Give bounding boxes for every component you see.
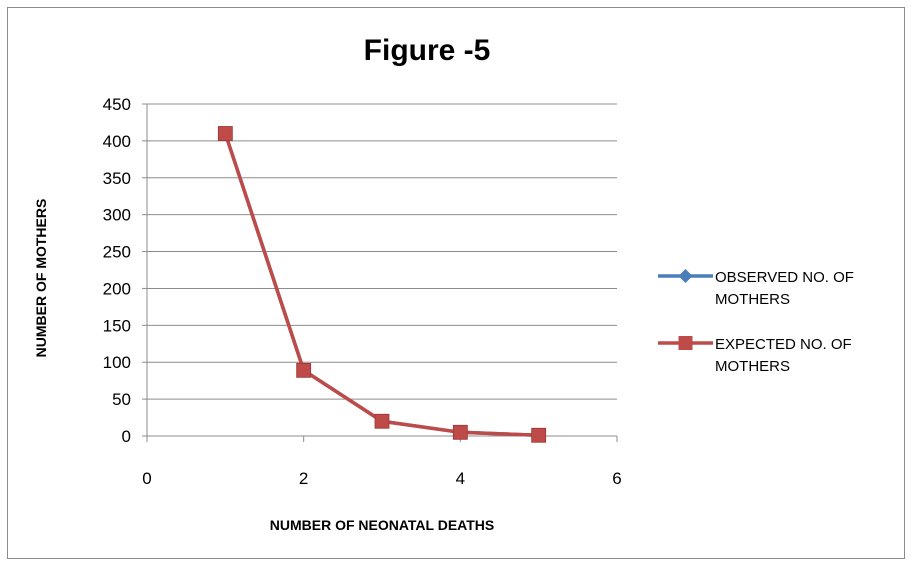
gridlines: [147, 103, 617, 400]
legend-label: OBSERVED NO. OF: [715, 269, 854, 286]
legend-label: MOTHERS: [715, 291, 790, 308]
y-tick-label: 100: [103, 353, 131, 372]
legend-item: OBSERVED NO. OF MOTHERS: [658, 269, 854, 308]
y-axis-title: NUMBER OF MOTHERS: [33, 199, 49, 358]
y-tick-label: 300: [103, 206, 131, 225]
y-tick-label: 50: [112, 390, 131, 409]
chart-title: Figure -5: [364, 34, 491, 67]
x-tick-label: 2: [299, 469, 308, 488]
y-tick-label: 150: [103, 316, 131, 335]
series-line: [223, 132, 539, 438]
y-tick-label: 200: [103, 279, 131, 298]
chart-area: Figure -5 0 50 100 150 200 250 300 350 400 450 0 2 4…: [7, 7, 905, 559]
y-tick-label: 0: [122, 427, 131, 446]
line-chart: Figure -5 0 50 100 150 200 250 300 350 400 450 0 2 4…: [33, 34, 854, 533]
series-diamond: [218, 126, 546, 443]
legend-marker-diamond: [678, 269, 693, 283]
data-point-square: [452, 424, 468, 440]
legend-marker-square: [678, 336, 693, 350]
x-axis-title: NUMBER OF NEONATAL DEATHS: [270, 517, 495, 533]
axes: 0 50 100 150 200 250 300 350 400 450 0 2 4 6: [103, 95, 622, 488]
y-tick-label: 350: [103, 169, 131, 188]
data-point-square: [217, 126, 233, 141]
y-tick-label: 450: [103, 95, 131, 114]
legend-label: EXPECTED NO. OF: [715, 336, 852, 353]
series-layer: [217, 126, 547, 443]
x-tick-label: 0: [142, 469, 151, 488]
series-line: [223, 132, 539, 438]
data-point-square: [531, 427, 547, 443]
legend: OBSERVED NO. OF MOTHERS EXPECTED NO. OF MOT…: [658, 269, 854, 375]
series-square: [217, 126, 547, 443]
y-tick-label: 250: [103, 243, 131, 262]
x-tick-label: 4: [456, 469, 465, 488]
legend-label: MOTHERS: [715, 358, 790, 375]
x-tick-label: 6: [612, 469, 621, 488]
legend-item: EXPECTED NO. OF MOTHERS: [658, 336, 852, 375]
y-tick-label: 400: [103, 132, 131, 151]
data-point-square: [374, 413, 390, 429]
data-point-square: [296, 362, 312, 378]
